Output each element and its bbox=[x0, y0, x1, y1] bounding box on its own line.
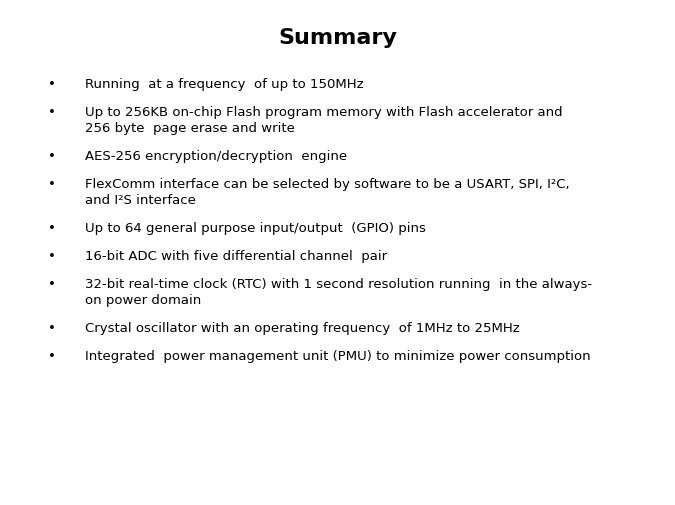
Text: •: • bbox=[48, 321, 56, 334]
Text: FlexComm interface can be selected by software to be a USART, SPI, I²C,: FlexComm interface can be selected by so… bbox=[85, 178, 570, 190]
Text: Running  at a frequency  of up to 150MHz: Running at a frequency of up to 150MHz bbox=[85, 78, 364, 91]
Text: Summary: Summary bbox=[278, 28, 397, 48]
Text: •: • bbox=[48, 78, 56, 91]
Text: on power domain: on power domain bbox=[85, 293, 201, 307]
Text: AES-256 encryption/decryption  engine: AES-256 encryption/decryption engine bbox=[85, 149, 347, 163]
Text: Integrated  power management unit (PMU) to minimize power consumption: Integrated power management unit (PMU) t… bbox=[85, 349, 591, 362]
Text: •: • bbox=[48, 149, 56, 163]
Text: •: • bbox=[48, 106, 56, 119]
Text: and I²S interface: and I²S interface bbox=[85, 193, 196, 207]
Text: •: • bbox=[48, 249, 56, 263]
Text: •: • bbox=[48, 349, 56, 362]
Text: •: • bbox=[48, 178, 56, 190]
Text: Up to 256KB on-chip Flash program memory with Flash accelerator and: Up to 256KB on-chip Flash program memory… bbox=[85, 106, 563, 119]
Text: 32-bit real-time clock (RTC) with 1 second resolution running  in the always-: 32-bit real-time clock (RTC) with 1 seco… bbox=[85, 277, 592, 290]
Text: 256 byte  page erase and write: 256 byte page erase and write bbox=[85, 122, 295, 135]
Text: Crystal oscillator with an operating frequency  of 1MHz to 25MHz: Crystal oscillator with an operating fre… bbox=[85, 321, 520, 334]
Text: •: • bbox=[48, 222, 56, 234]
Text: •: • bbox=[48, 277, 56, 290]
Text: Up to 64 general purpose input/output  (GPIO) pins: Up to 64 general purpose input/output (G… bbox=[85, 222, 426, 234]
Text: 16-bit ADC with five differential channel  pair: 16-bit ADC with five differential channe… bbox=[85, 249, 387, 263]
